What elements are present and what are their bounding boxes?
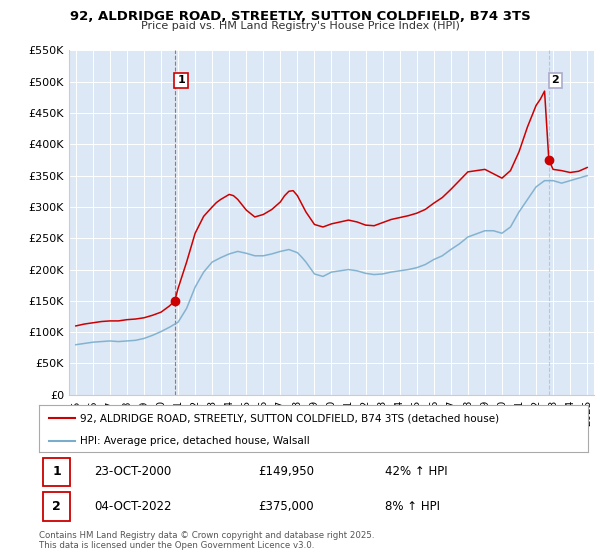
Text: 8% ↑ HPI: 8% ↑ HPI <box>385 500 440 513</box>
FancyBboxPatch shape <box>43 458 70 486</box>
Text: Contains HM Land Registry data © Crown copyright and database right 2025.
This d: Contains HM Land Registry data © Crown c… <box>39 531 374 550</box>
Text: Price paid vs. HM Land Registry's House Price Index (HPI): Price paid vs. HM Land Registry's House … <box>140 21 460 31</box>
Text: 04-OCT-2022: 04-OCT-2022 <box>94 500 172 513</box>
Text: £375,000: £375,000 <box>259 500 314 513</box>
Text: 1: 1 <box>52 465 61 478</box>
Text: 2: 2 <box>52 500 61 513</box>
Text: 42% ↑ HPI: 42% ↑ HPI <box>385 465 448 478</box>
Text: 92, ALDRIDGE ROAD, STREETLY, SUTTON COLDFIELD, B74 3TS (detached house): 92, ALDRIDGE ROAD, STREETLY, SUTTON COLD… <box>80 413 499 423</box>
Text: HPI: Average price, detached house, Walsall: HPI: Average price, detached house, Wals… <box>80 436 310 446</box>
Text: £149,950: £149,950 <box>259 465 314 478</box>
FancyBboxPatch shape <box>43 492 70 521</box>
Text: 23-OCT-2000: 23-OCT-2000 <box>94 465 171 478</box>
Text: 92, ALDRIDGE ROAD, STREETLY, SUTTON COLDFIELD, B74 3TS: 92, ALDRIDGE ROAD, STREETLY, SUTTON COLD… <box>70 10 530 23</box>
Text: 2: 2 <box>551 76 559 86</box>
Text: 1: 1 <box>177 76 185 86</box>
